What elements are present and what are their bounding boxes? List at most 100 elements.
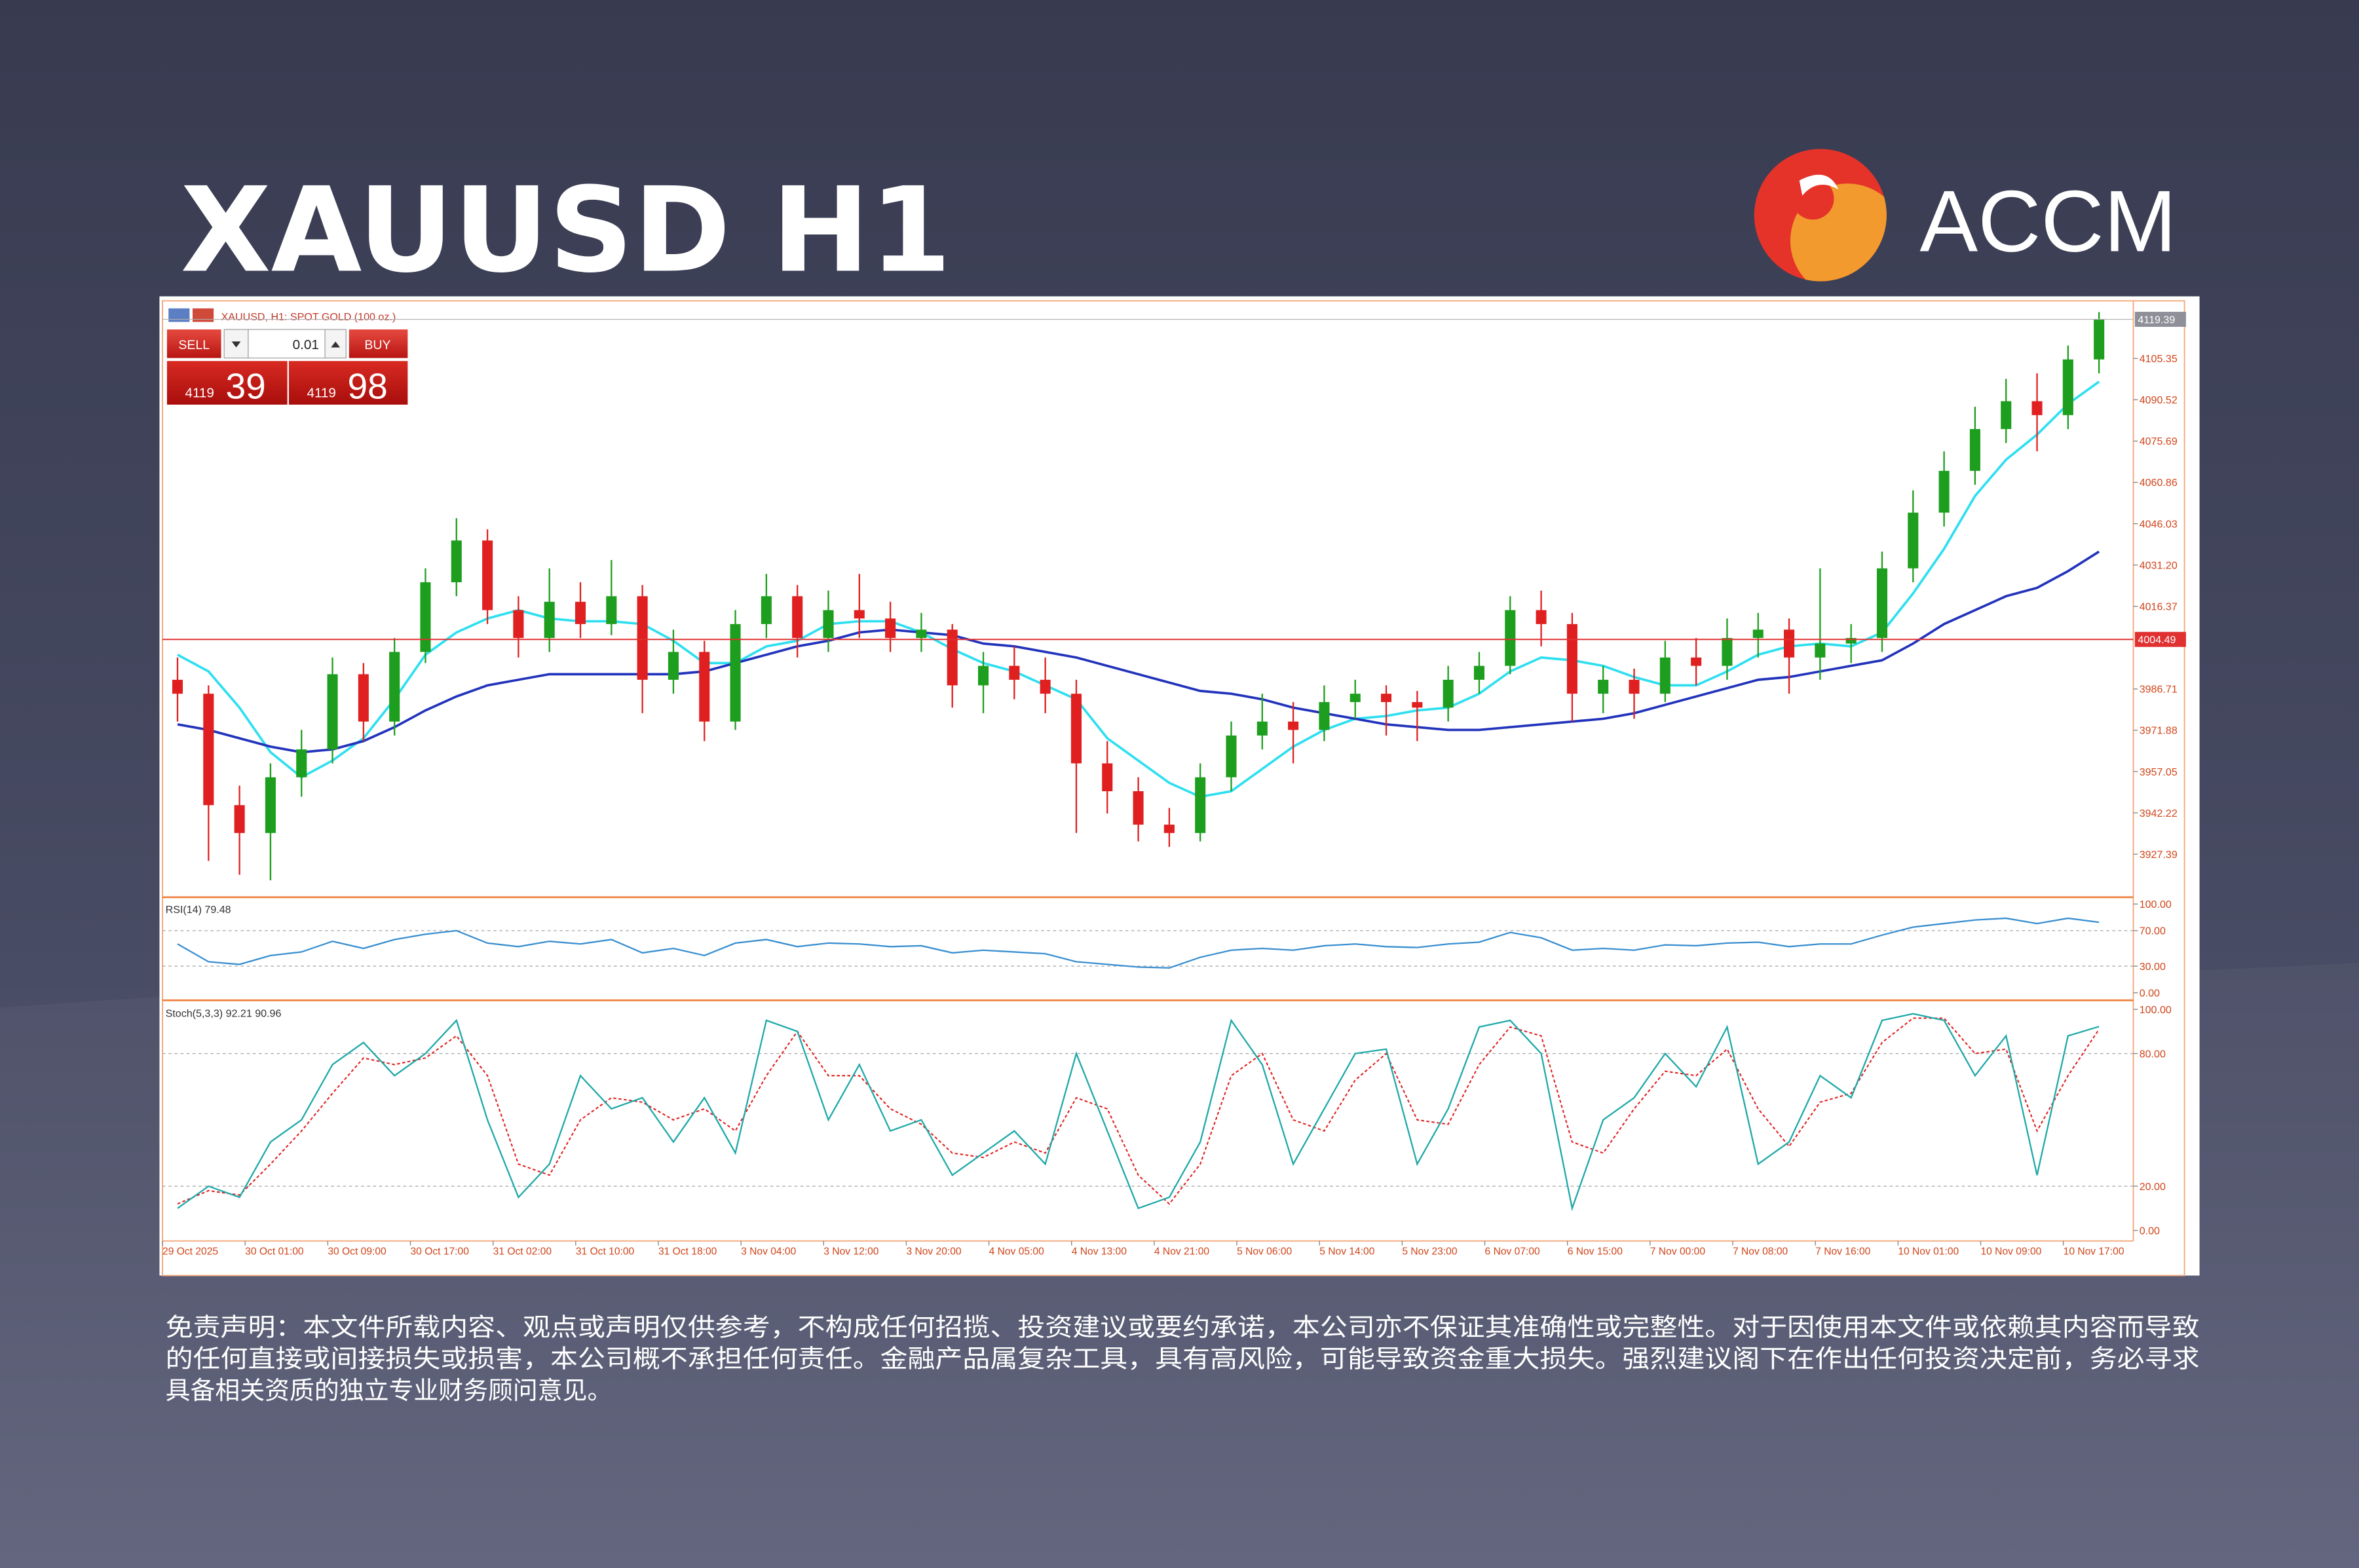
rsi-label: RSI(14) 79.48 xyxy=(166,904,231,916)
x-tick-label: 30 Oct 09:00 xyxy=(328,1246,387,1257)
candle-body xyxy=(1381,694,1392,702)
candle-body xyxy=(1691,657,1702,666)
x-tick-label: 6 Nov 07:00 xyxy=(1485,1246,1540,1257)
x-tick-label: 3 Nov 12:00 xyxy=(823,1246,878,1257)
candle-body xyxy=(2031,401,2043,415)
rsi-line xyxy=(177,917,2100,969)
candle-body xyxy=(451,540,462,583)
x-tick-label: 30 Oct 17:00 xyxy=(411,1246,470,1257)
x-tick-label: 5 Nov 06:00 xyxy=(1237,1246,1292,1257)
buy-label[interactable]: BUY xyxy=(364,338,390,352)
candle-body xyxy=(854,610,865,619)
candle-body xyxy=(1163,825,1175,833)
chart-panel xyxy=(159,296,2200,1276)
lot-up[interactable] xyxy=(324,329,347,359)
y-tick-label: 4090.52 xyxy=(2140,394,2178,406)
candle-body xyxy=(1256,721,1268,736)
candle-body xyxy=(668,652,679,680)
y-tick-label: 3927.39 xyxy=(2140,849,2178,861)
y-tick-label: 100.00 xyxy=(2140,899,2172,910)
logo-text: ACCM xyxy=(1919,173,2176,271)
candle-body xyxy=(1443,679,1454,708)
y-tick-label: 4046.03 xyxy=(2140,518,2178,530)
lot-field[interactable] xyxy=(248,329,326,359)
y-tick-label: 0.00 xyxy=(2140,1225,2160,1237)
y-tick-label: 70.00 xyxy=(2140,925,2166,937)
candle-body xyxy=(1845,638,1857,644)
candle-body xyxy=(2062,359,2073,415)
y-tick-label: 80.00 xyxy=(2140,1048,2166,1060)
candle-body xyxy=(203,694,214,806)
sell-label[interactable]: SELL xyxy=(178,338,210,352)
candle-body xyxy=(637,596,648,680)
candle-body xyxy=(1133,791,1144,825)
candle-body xyxy=(1288,721,1299,730)
x-tick-label: 7 Nov 08:00 xyxy=(1733,1246,1788,1257)
logo-mark xyxy=(1799,174,1839,196)
x-tick-label: 7 Nov 00:00 xyxy=(1650,1246,1705,1257)
disclaimer-line: 具备相关资质的独立专业财务顾问意见。 xyxy=(166,1376,613,1405)
candle-body xyxy=(1195,777,1206,833)
symbol-bar: XAUUSD, H1: SPOT GOLD (100 oz.) xyxy=(168,308,396,323)
disclaimer-line: 免责声明：本文件所载内容、观点或声明仅供参考，不构成任何招揽、投资建议或要约承诺… xyxy=(166,1313,2200,1341)
x-tick-label: 3 Nov 04:00 xyxy=(741,1246,796,1257)
candle-body xyxy=(327,674,338,750)
x-tick-label: 29 Oct 2025 xyxy=(162,1246,218,1257)
arrow xyxy=(231,341,241,348)
moving-average xyxy=(177,381,2100,798)
buy-button[interactable] xyxy=(349,329,408,358)
candle-body xyxy=(265,777,276,833)
x-tick-label: 4 Nov 13:00 xyxy=(1072,1246,1127,1257)
price-tag xyxy=(2134,312,2186,327)
x-tick-label: 5 Nov 14:00 xyxy=(1319,1246,1374,1257)
symbol-icon xyxy=(192,308,214,322)
candle-body xyxy=(792,596,803,639)
ask-box[interactable] xyxy=(288,361,408,405)
lot-value: 0.01 xyxy=(293,337,319,352)
symbol-label: XAUUSD, H1: SPOT GOLD (100 oz.) xyxy=(221,311,396,323)
level-tag xyxy=(2134,631,2186,647)
candle-body xyxy=(699,652,710,722)
bid-box[interactable] xyxy=(166,361,288,405)
candle-body xyxy=(358,674,369,722)
stoch-k-line xyxy=(177,1013,2100,1212)
candle-body xyxy=(947,629,958,686)
x-tick-label: 10 Nov 17:00 xyxy=(2064,1246,2124,1257)
candle-body xyxy=(1349,694,1361,702)
candle-body xyxy=(606,596,617,624)
disclaimer-line: 的任何直接或间接损失或损害，本公司概不承担任何责任。金融产品属复杂工具，具有高风… xyxy=(166,1345,2200,1373)
x-tick-label: 4 Nov 21:00 xyxy=(1154,1246,1209,1257)
candle-body xyxy=(761,596,772,624)
x-tick-label: 5 Nov 23:00 xyxy=(1402,1246,1457,1257)
sell-button[interactable] xyxy=(166,329,221,358)
x-tick-label: 31 Oct 02:00 xyxy=(493,1246,552,1257)
candle-body xyxy=(234,805,245,833)
y-tick-label: 3942.22 xyxy=(2140,808,2178,819)
y-tick-label: 4105.35 xyxy=(2140,353,2178,365)
candle-body xyxy=(544,601,555,639)
candle-body xyxy=(1102,763,1113,792)
y-tick-label: 0.00 xyxy=(2140,988,2160,999)
logo: ACCM xyxy=(1754,149,2177,282)
y-tick-label: 4016.37 xyxy=(2140,601,2178,612)
bid-small: 39 xyxy=(225,366,265,407)
candle-body xyxy=(2094,319,2105,360)
candle-body xyxy=(1009,665,1020,680)
candle-body xyxy=(1536,610,1547,624)
candle-body xyxy=(420,582,431,652)
page-title: XAUUSD H1 xyxy=(181,162,952,299)
x-tick-label: 4 Nov 05:00 xyxy=(989,1246,1044,1257)
symbol-icon xyxy=(168,308,190,322)
level-label: 4004.49 xyxy=(2138,634,2176,646)
moving-average xyxy=(177,550,2100,754)
candle-body xyxy=(296,749,307,777)
y-tick-label: 4060.86 xyxy=(2140,477,2178,489)
candle-body xyxy=(1784,629,1795,658)
candle-body xyxy=(1070,694,1082,764)
bid-big: 4119 xyxy=(185,385,214,400)
candle-body xyxy=(1629,679,1640,694)
candle-body xyxy=(823,610,834,639)
y-tick-label: 30.00 xyxy=(2140,961,2166,973)
x-tick-label: 10 Nov 09:00 xyxy=(1980,1246,2041,1257)
y-tick-label: 4031.20 xyxy=(2140,559,2178,571)
